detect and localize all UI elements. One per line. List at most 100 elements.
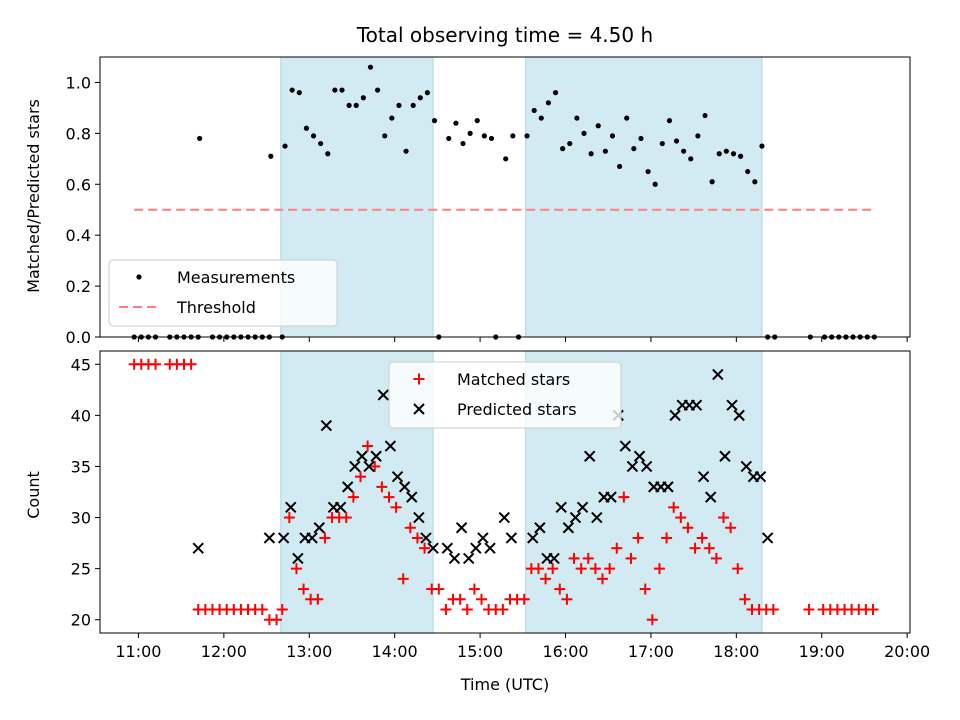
predicted-star-point — [427, 542, 439, 554]
measurement-point — [567, 140, 573, 147]
matched-star-point — [276, 604, 288, 615]
predicted-star-point — [334, 501, 347, 514]
measurement-point — [538, 115, 544, 121]
matched-star-point — [532, 563, 544, 575]
matched-star-point — [271, 614, 283, 626]
measurement-point — [467, 130, 473, 136]
matched-star-point — [440, 604, 452, 615]
matched-star-point — [611, 542, 623, 554]
matched-star-point — [369, 460, 381, 472]
predicted-star-point — [733, 409, 745, 422]
matched-star-point — [397, 573, 409, 585]
matched-star-point — [668, 501, 680, 513]
matched-star-point — [290, 563, 302, 575]
predicted-star-point — [726, 399, 738, 411]
predicted-star-point — [341, 481, 354, 493]
measurement-point — [296, 90, 302, 96]
predicted-star-point — [292, 552, 304, 565]
x-tick-label: 11:00 — [115, 642, 161, 661]
matched-star-point — [283, 512, 295, 524]
matched-star-point — [867, 604, 879, 615]
measurement-point — [638, 135, 644, 142]
plot-frame — [99, 350, 911, 634]
measurement-point — [645, 168, 651, 175]
measurement-point — [745, 168, 751, 175]
x-tick-label: 18:00 — [713, 642, 759, 661]
matched-star-point — [362, 440, 374, 452]
measurement-point — [197, 135, 203, 142]
predicted-star-point — [662, 481, 674, 493]
x-tick-label: 20:00 — [884, 642, 930, 661]
measurement-point — [574, 115, 580, 121]
matched-star-point — [561, 593, 573, 605]
predicted-star-point — [697, 470, 710, 483]
measurement-point — [695, 133, 701, 139]
x-tick-label: 13:00 — [286, 642, 332, 661]
matched-star-point — [461, 604, 473, 615]
matched-star-point — [732, 563, 744, 575]
measurement-point — [659, 140, 665, 147]
measurement-point — [424, 90, 431, 96]
predicted-star-point — [754, 470, 767, 483]
x-tick-label: 16:00 — [542, 642, 588, 661]
predicted-star-point — [263, 532, 276, 544]
measurement-point — [332, 87, 338, 93]
matched-star-point — [632, 532, 644, 544]
matched-star-point — [575, 563, 587, 575]
predicted-star-point — [192, 542, 204, 554]
measurement-point — [460, 140, 466, 147]
legend-item: Threshold — [119, 298, 256, 317]
measurement-point — [709, 179, 715, 185]
match-ratio-panel: 0.0 0.2 0.4 0.6 0.8 1.0 Measurements Threshold — [66, 56, 911, 347]
matched-star-point — [625, 552, 637, 564]
predicted-star-point — [462, 552, 475, 565]
legend-item: Predicted stars — [413, 400, 577, 419]
matched-star-point — [718, 512, 730, 524]
y-tick-label: 30 — [71, 509, 91, 528]
measurement-point — [673, 138, 680, 144]
legend-label: Predicted stars — [457, 400, 577, 419]
measurement-point — [303, 125, 310, 131]
measurement-point — [353, 102, 359, 108]
measurement-point — [367, 64, 374, 70]
measurement-point — [616, 163, 623, 170]
matched-star-point — [604, 563, 616, 575]
matched-star-point — [518, 593, 530, 605]
measurement-point — [624, 115, 630, 121]
predicted-star-point — [277, 532, 290, 544]
matched-star-point — [646, 614, 658, 626]
chart-title: Total observing time = 4.50 h — [356, 23, 653, 47]
measurement-point — [510, 133, 516, 139]
matched-star-point — [568, 552, 580, 564]
matched-star-point — [468, 583, 480, 595]
legend: Matched stars Predicted stars — [388, 361, 622, 429]
y-tick-label: 1.0 — [66, 73, 91, 92]
matched-star-point — [589, 563, 601, 575]
predicted-star-point — [470, 542, 482, 554]
measurement-point — [417, 95, 423, 101]
predicted-star-point — [740, 460, 752, 473]
measurement-point — [737, 153, 744, 159]
y-tick-label: 0.0 — [66, 328, 91, 347]
predicted-star-point — [370, 450, 382, 462]
predicted-star-point — [591, 511, 603, 524]
predicted-star-point — [534, 522, 546, 534]
matched-star-point — [355, 471, 367, 483]
measurement-point — [339, 87, 345, 93]
measurement-point — [588, 151, 594, 157]
legend-label: Measurements — [177, 268, 295, 287]
measurement-point — [545, 100, 552, 106]
predicted-star-point — [413, 403, 425, 415]
matched-star-point — [725, 522, 737, 534]
measurement-point — [652, 181, 658, 187]
measurement-point — [581, 130, 587, 136]
matched-star-point — [298, 583, 310, 595]
matched-star-point — [597, 573, 609, 585]
measurement-point — [318, 140, 324, 147]
predicted-star-point — [605, 491, 617, 503]
matched-star-point — [185, 358, 197, 370]
predicted-star-point — [633, 450, 646, 462]
star-count-panel: 20 25 30 35 40 45 11:00 12:00 13:00 14:00 15:00 16:… — [71, 350, 930, 661]
matched-star-point — [803, 604, 815, 615]
predicted-star-point — [712, 368, 724, 381]
